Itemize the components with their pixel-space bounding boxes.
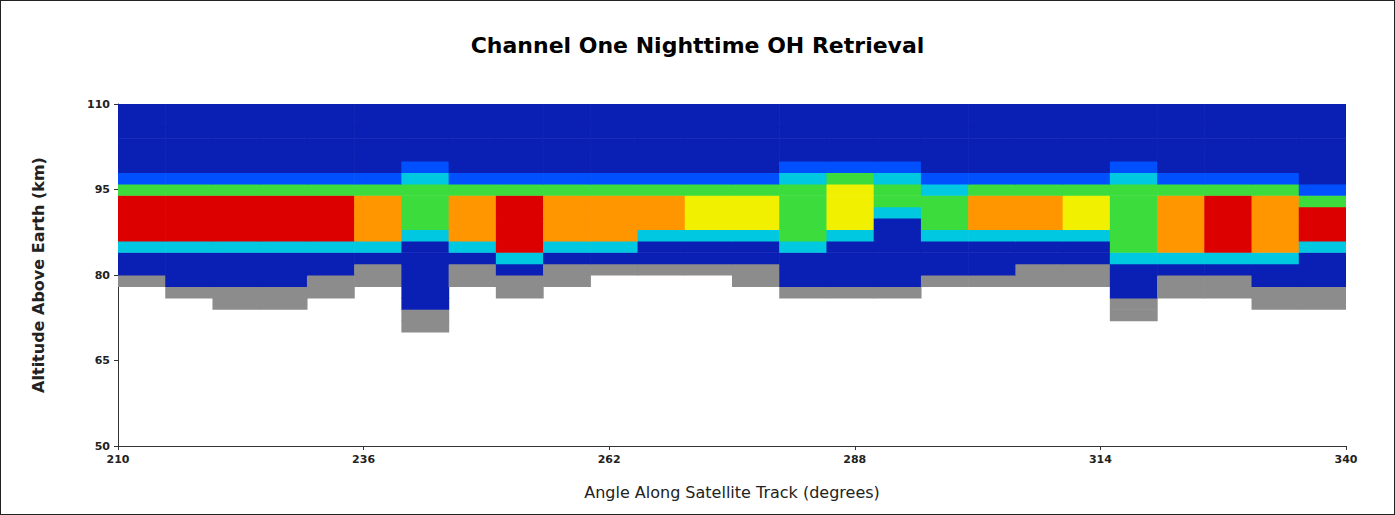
svg-text:210: 210 [107,453,130,466]
svg-text:288: 288 [843,453,866,466]
svg-text:262: 262 [598,453,621,466]
svg-text:110: 110 [87,98,110,111]
svg-text:Angle Along Satellite Track (d: Angle Along Satellite Track (degrees) [584,483,880,502]
svg-text:80: 80 [95,269,111,282]
svg-text:340: 340 [1335,453,1358,466]
svg-text:Altitude Above Earth (km): Altitude Above Earth (km) [29,157,48,393]
svg-text:65: 65 [95,354,110,367]
svg-text:50: 50 [95,440,111,453]
svg-text:236: 236 [352,453,375,466]
svg-text:95: 95 [95,183,110,196]
svg-text:Channel One Nighttime OH Retri: Channel One Nighttime OH Retrieval [471,33,925,58]
svg-text:314: 314 [1089,453,1112,466]
